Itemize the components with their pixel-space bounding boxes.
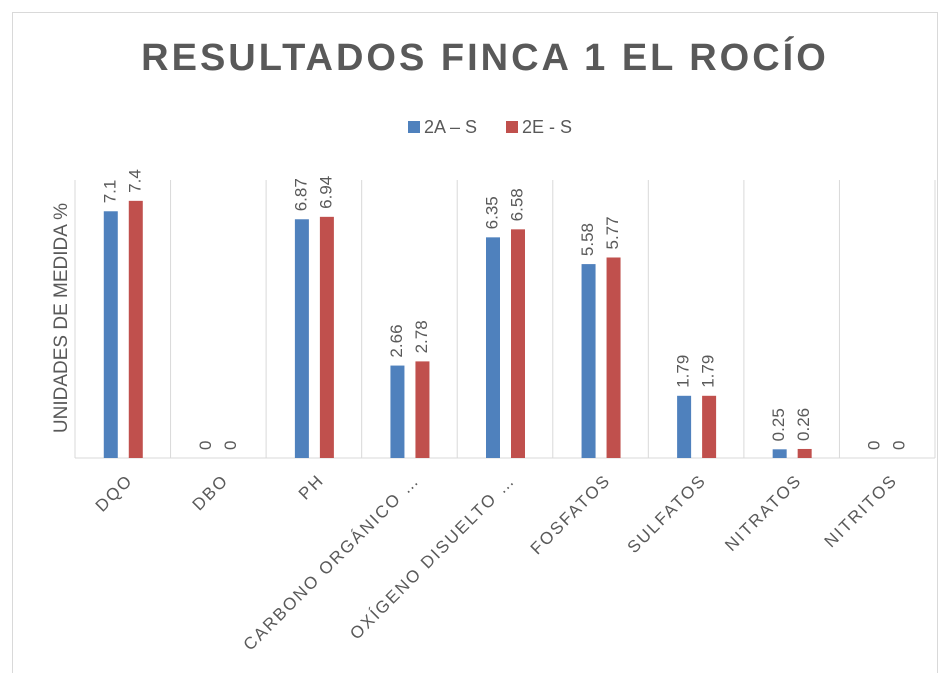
legend-label: 2A – S — [424, 117, 477, 137]
data-label: 6.94 — [316, 176, 335, 209]
legend-swatch — [408, 121, 420, 133]
data-label: 2.66 — [387, 324, 406, 357]
data-label: 0 — [865, 441, 884, 450]
data-label: 0.25 — [769, 408, 788, 441]
bar — [103, 211, 118, 458]
bar — [415, 361, 430, 458]
data-label: 0 — [890, 441, 909, 450]
bar — [677, 395, 692, 458]
bar — [390, 365, 405, 458]
chart-frame — [12, 12, 938, 673]
bar — [606, 257, 621, 458]
data-label: 0 — [221, 441, 240, 450]
data-label: 6.58 — [507, 188, 526, 221]
bar — [511, 229, 525, 458]
chart-title: RESULTADOS FINCA 1 EL ROCÍO — [141, 35, 829, 79]
bar — [797, 448, 812, 458]
bar — [772, 449, 787, 458]
data-label: 5.58 — [578, 223, 597, 256]
data-label: 2.78 — [412, 320, 431, 353]
y-axis-label: UNIDADES DE MEDIDA % — [51, 203, 72, 433]
data-label: 6.87 — [291, 178, 310, 211]
bar — [581, 264, 596, 458]
data-label: 1.79 — [674, 355, 693, 388]
bar — [128, 200, 143, 458]
legend-swatch — [506, 121, 518, 133]
data-label: 7.4 — [125, 169, 144, 193]
bar — [319, 216, 334, 458]
bar — [486, 237, 500, 458]
legend: 2A – S 2E - S — [408, 117, 572, 137]
data-label: 0.26 — [794, 408, 813, 441]
data-label: 1.79 — [699, 355, 718, 388]
bar — [294, 219, 309, 458]
data-label: 7.1 — [100, 180, 119, 204]
data-label: 5.77 — [603, 216, 622, 249]
data-label: 6.35 — [482, 196, 501, 229]
data-label: 0 — [196, 441, 215, 450]
bar — [702, 395, 717, 458]
legend-label: 2E - S — [522, 117, 572, 137]
